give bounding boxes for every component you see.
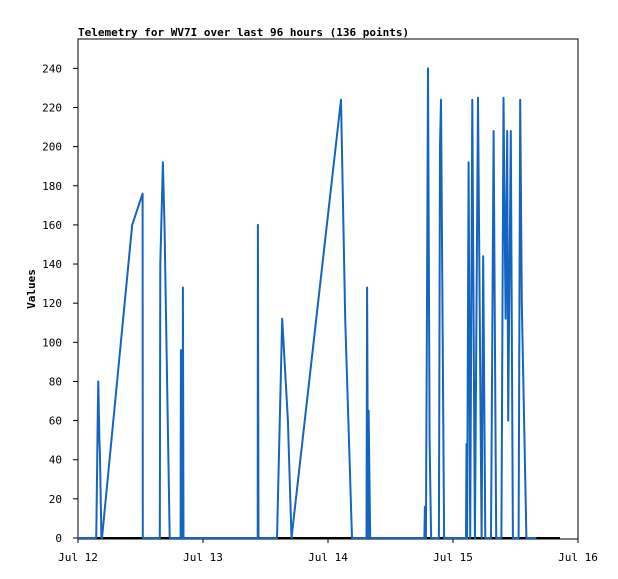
y-tick-label: 160 xyxy=(42,219,62,232)
x-tick-label: Jul 12 xyxy=(58,551,98,564)
y-tick-label: 200 xyxy=(42,141,62,154)
y-tick-label: 140 xyxy=(42,258,62,271)
y-axis-label: Values xyxy=(25,269,38,309)
y-tick-label: 40 xyxy=(49,454,62,467)
x-axis-ticks: Jul 12 Jul 13 Jul 14 Jul 15 Jul 16 xyxy=(58,538,598,564)
x-tick-label: Jul 16 xyxy=(558,551,598,564)
y-tick-label: 180 xyxy=(42,180,62,193)
series-layer xyxy=(78,67,537,539)
y-tick-label: 240 xyxy=(42,62,62,75)
x-tick-label: Jul 13 xyxy=(183,551,223,564)
y-tick-label: 60 xyxy=(49,415,62,428)
y-tick-label: 120 xyxy=(42,297,62,310)
y-tick-label: 20 xyxy=(49,493,62,506)
chart-title: Telemetry for WV7I over last 96 hours (1… xyxy=(78,26,409,39)
y-axis-ticks: 0 20 40 60 80 100 120 140 160 180 200 220 240 xyxy=(42,62,78,545)
series-line xyxy=(78,67,537,539)
y-tick-label: 220 xyxy=(42,101,62,114)
y-tick-label: 80 xyxy=(49,375,62,388)
x-tick-label: Jul 14 xyxy=(308,551,348,564)
x-tick-label: Jul 15 xyxy=(433,551,473,564)
y-tick-label: 100 xyxy=(42,336,62,349)
y-tick-label: 0 xyxy=(55,532,62,545)
